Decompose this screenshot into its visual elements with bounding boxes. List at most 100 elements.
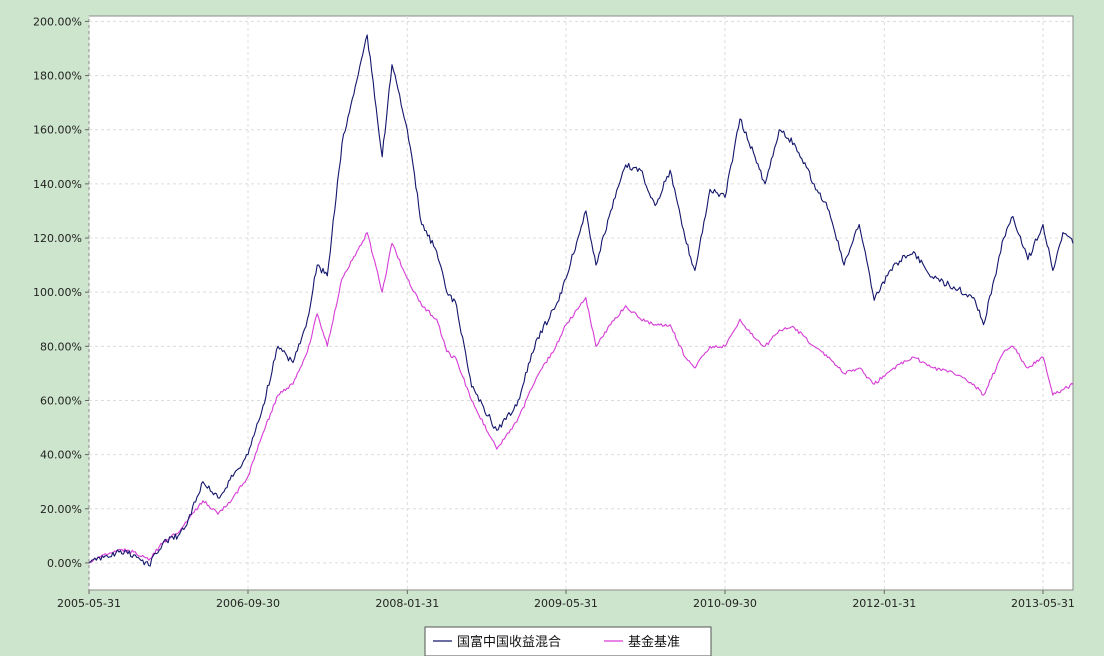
data-point	[670, 170, 671, 171]
data-point	[516, 422, 517, 423]
data-point	[471, 386, 472, 387]
data-point	[421, 305, 422, 306]
legend-label-fund: 国富中国收益混合	[457, 634, 561, 650]
x-tick-label: 2005-05-31	[57, 597, 121, 610]
data-point	[163, 541, 164, 542]
x-tick-label: 2012-01-31	[852, 597, 916, 610]
data-point	[367, 232, 368, 233]
data-point	[565, 278, 566, 279]
data-point	[983, 395, 984, 396]
data-point	[133, 552, 134, 553]
data-point	[516, 405, 517, 406]
data-point	[88, 562, 89, 563]
data-point	[765, 346, 766, 347]
y-tick-label: 140.00%	[33, 178, 82, 191]
data-point	[327, 346, 328, 347]
data-point	[178, 535, 179, 536]
data-point	[496, 430, 497, 431]
data-point	[1072, 243, 1073, 244]
data-point	[367, 34, 368, 35]
data-point	[640, 319, 641, 320]
data-point	[794, 143, 795, 144]
data-point	[1062, 389, 1063, 390]
data-point	[585, 210, 586, 211]
data-point	[933, 278, 934, 279]
data-point	[913, 357, 914, 358]
data-point	[670, 324, 671, 325]
y-tick-label: 180.00%	[33, 70, 82, 83]
data-point	[382, 156, 383, 157]
data-point	[436, 319, 437, 320]
data-point	[1003, 351, 1004, 352]
data-point	[739, 118, 740, 119]
data-point	[1012, 346, 1013, 347]
data-point	[655, 205, 656, 206]
data-point	[178, 533, 179, 534]
data-point	[913, 251, 914, 252]
data-point	[436, 251, 437, 252]
data-point	[1072, 384, 1073, 385]
x-tick-label: 2013-05-31	[1011, 597, 1075, 610]
data-point	[694, 367, 695, 368]
data-point	[610, 210, 611, 211]
data-point	[685, 357, 686, 358]
data-point	[754, 338, 755, 339]
data-point	[1003, 237, 1004, 238]
data-point	[565, 324, 566, 325]
data-point	[595, 265, 596, 266]
data-point	[133, 554, 134, 555]
data-point	[893, 265, 894, 266]
data-point	[973, 297, 974, 298]
data-point	[217, 514, 218, 515]
data-point	[814, 183, 815, 184]
data-point	[585, 297, 586, 298]
data-point	[595, 346, 596, 347]
data-point	[103, 554, 104, 555]
data-point	[317, 265, 318, 266]
data-point	[327, 275, 328, 276]
legend-box	[424, 626, 712, 656]
data-point	[217, 497, 218, 498]
data-point	[829, 210, 830, 211]
y-tick-label: 0.00%	[47, 557, 82, 570]
data-point	[754, 156, 755, 157]
data-point	[724, 346, 725, 347]
data-point	[391, 64, 392, 65]
x-tick-label: 2010-09-30	[693, 597, 757, 610]
data-point	[874, 300, 875, 301]
data-point	[983, 324, 984, 325]
series-line-fund	[88, 34, 1074, 567]
data-point	[1062, 232, 1063, 233]
data-point	[421, 224, 422, 225]
x-tick-label: 2006-09-30	[216, 597, 280, 610]
data-point	[694, 270, 695, 271]
y-tick-label: 40.00%	[40, 449, 82, 462]
data-point	[535, 378, 536, 379]
data-point	[625, 164, 626, 165]
data-point	[655, 324, 656, 325]
gridlines	[88, 16, 1073, 590]
y-tick-label: 60.00%	[40, 394, 82, 407]
data-point	[953, 286, 954, 287]
data-point	[247, 454, 248, 455]
y-axis: 0.00% 20.00% 40.00% 60.00% 80.00% 100.00% 120.…	[33, 15, 89, 570]
data-point	[625, 305, 626, 306]
data-point	[247, 476, 248, 477]
data-point	[407, 278, 408, 279]
y-tick-label: 20.00%	[40, 503, 82, 516]
data-point	[685, 237, 686, 238]
data-point	[1042, 357, 1043, 358]
legend-label-benchmark: 基金基准	[628, 634, 680, 650]
data-point	[277, 395, 278, 396]
data-point	[262, 432, 263, 433]
data-point	[859, 224, 860, 225]
data-point	[391, 243, 392, 244]
y-tick-label: 160.00%	[33, 124, 82, 137]
data-point	[148, 560, 149, 561]
data-point	[779, 330, 780, 331]
data-point	[973, 384, 974, 385]
data-point	[724, 197, 725, 198]
data-point	[709, 189, 710, 190]
data-point	[496, 449, 497, 450]
